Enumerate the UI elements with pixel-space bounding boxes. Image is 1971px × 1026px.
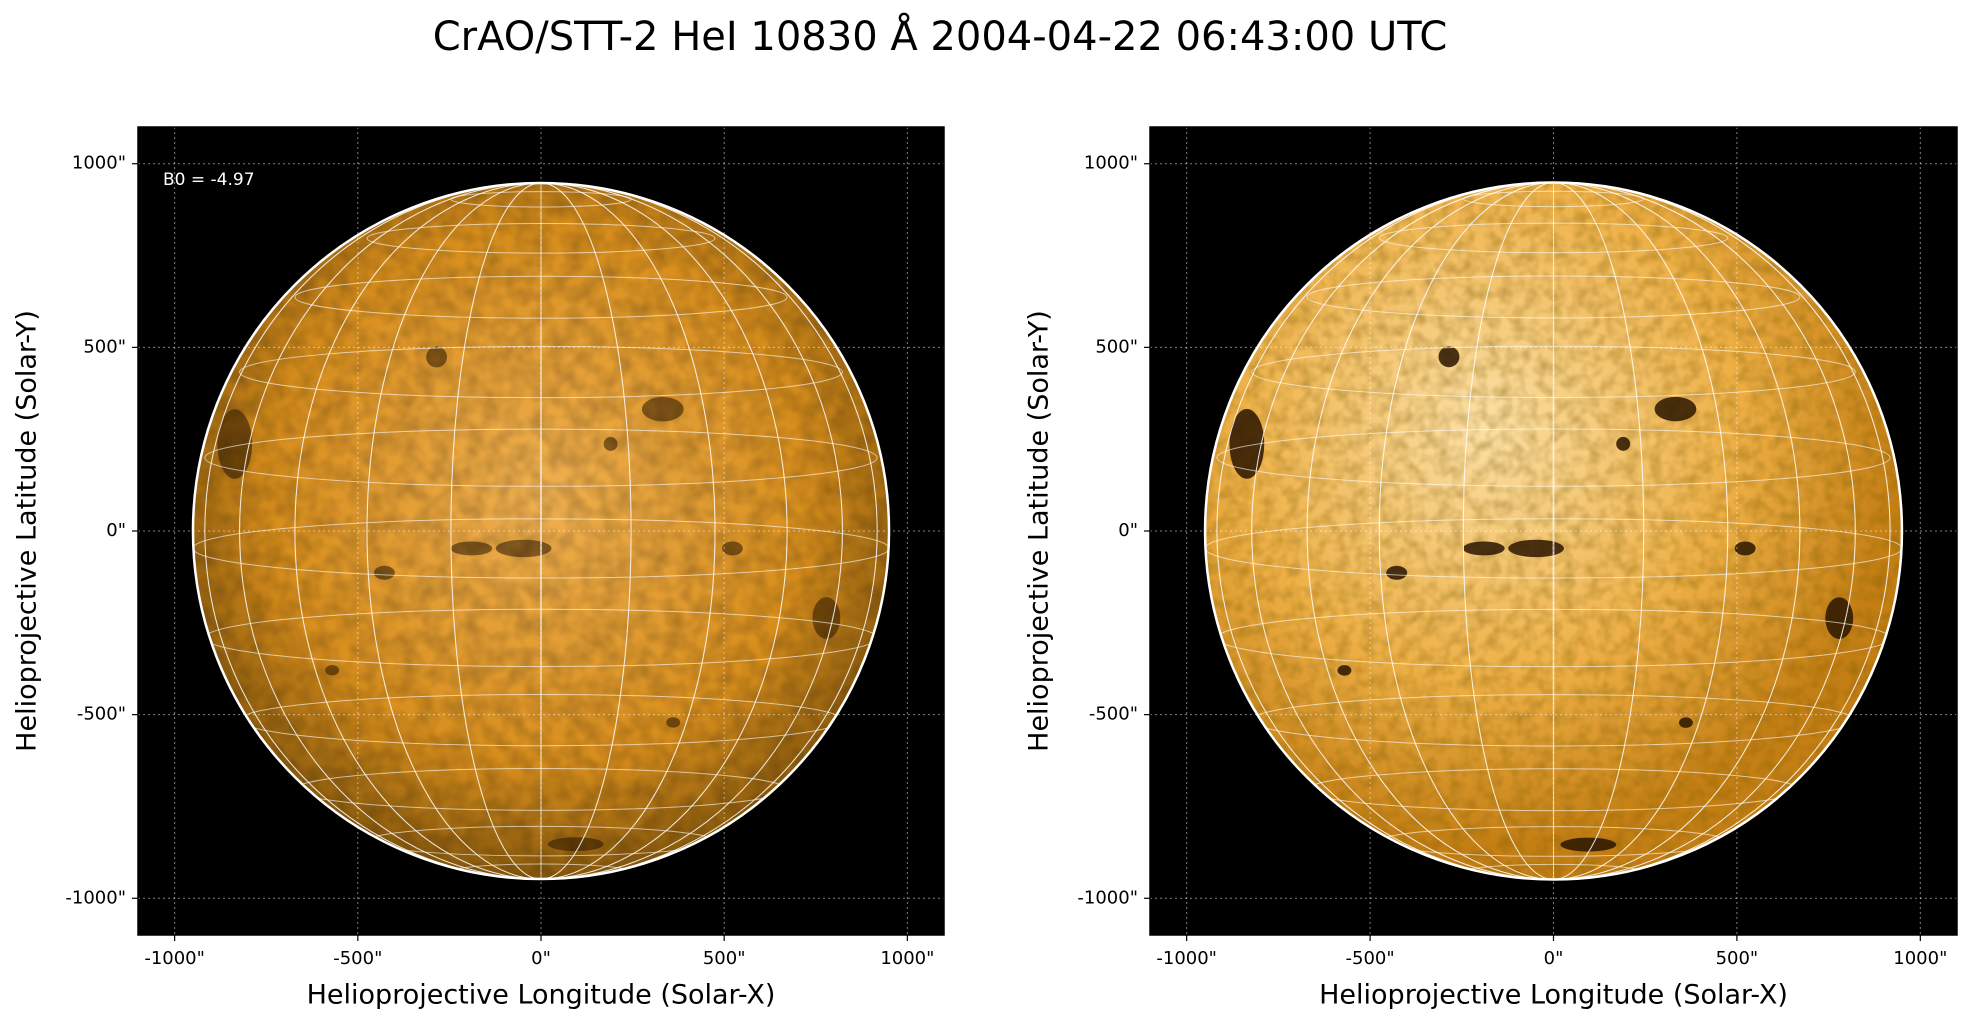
y-tick-label: -500": [77, 704, 126, 725]
panel: -1000" -500" 0" 500" 1000" -1000" -500" 0" 500" 1…: [1024, 126, 1958, 1011]
dark-feature: [495, 539, 552, 558]
dark-feature: [812, 597, 841, 639]
dark-feature: [1560, 837, 1617, 852]
dark-feature: [1616, 436, 1631, 451]
y-tick-label: 500": [83, 336, 126, 357]
y-tick-label: 0": [106, 520, 126, 541]
x-tick-label: 500": [1716, 948, 1759, 969]
dark-feature: [426, 346, 448, 368]
y-axis-label: Helioprojective Latitude (Solar-Y): [12, 310, 43, 752]
dark-feature: [217, 409, 253, 479]
dark-feature: [641, 397, 684, 422]
y-tick-label: 1000": [1084, 153, 1138, 174]
dark-feature: [1654, 396, 1697, 422]
dark-feature: [1337, 665, 1352, 676]
meridian: [540, 182, 542, 880]
x-tick-label: -1000": [1156, 948, 1217, 969]
dark-feature: [1508, 539, 1564, 558]
dark-feature: [1229, 409, 1265, 479]
dark-feature: [1438, 346, 1460, 368]
axes-frame: [1149, 126, 1958, 936]
y-tick-label: 0": [1118, 520, 1138, 541]
parallel: [1462, 190, 1645, 208]
x-axis-label: Helioprojective Longitude (Solar-X): [1319, 980, 1788, 1011]
x-tick-label: 500": [703, 948, 746, 969]
x-tick-label: -500": [333, 948, 382, 969]
x-tick-label: 1000": [1893, 948, 1947, 969]
parallel: [204, 428, 878, 487]
dark-feature: [1734, 541, 1756, 556]
dark-feature: [1462, 541, 1505, 556]
dark-feature: [721, 541, 743, 556]
annotation: B0 = -4.97: [163, 170, 255, 190]
meridian: [1552, 182, 1555, 880]
y-tick-label: -1000": [65, 887, 126, 908]
x-tick-label: 1000": [880, 948, 934, 969]
dark-feature: [1825, 597, 1854, 640]
dark-feature: [1386, 565, 1408, 580]
meridian: [1462, 182, 1645, 880]
meridian: [1378, 182, 1729, 880]
dark-feature: [603, 437, 618, 451]
y-tick-label: -1000": [1077, 887, 1138, 908]
x-tick-label: 0": [531, 948, 551, 969]
x-tick-label: -500": [1346, 948, 1395, 969]
parallel: [1216, 428, 1891, 487]
x-tick-label: 0": [1544, 948, 1564, 969]
dark-feature: [547, 837, 604, 852]
panel: -1000" -500" 0" 500" 1000" -1000" -500" 0" 500" 1…: [12, 126, 945, 1011]
figure-title: CrAO/STT-2 HeI 10830 Å 2004-04-22 06:43:…: [433, 12, 1448, 60]
dark-feature: [325, 664, 340, 676]
y-axis-label: Helioprojective Latitude (Solar-Y): [1024, 310, 1055, 752]
dark-feature: [666, 717, 681, 728]
parallel: [450, 191, 632, 208]
dark-feature: [450, 541, 493, 556]
dark-feature: [373, 565, 395, 580]
dark-feature: [1678, 717, 1693, 728]
x-axis-label: Helioprojective Longitude (Solar-X): [307, 980, 776, 1011]
y-tick-label: 500": [1095, 336, 1138, 357]
y-tick-label: -500": [1089, 704, 1138, 725]
y-tick-label: 1000": [72, 153, 126, 174]
axes-frame: [137, 126, 945, 936]
meridian: [450, 182, 632, 880]
x-tick-label: -1000": [144, 948, 205, 969]
meridian: [366, 182, 716, 880]
meridian: [1306, 182, 1801, 880]
